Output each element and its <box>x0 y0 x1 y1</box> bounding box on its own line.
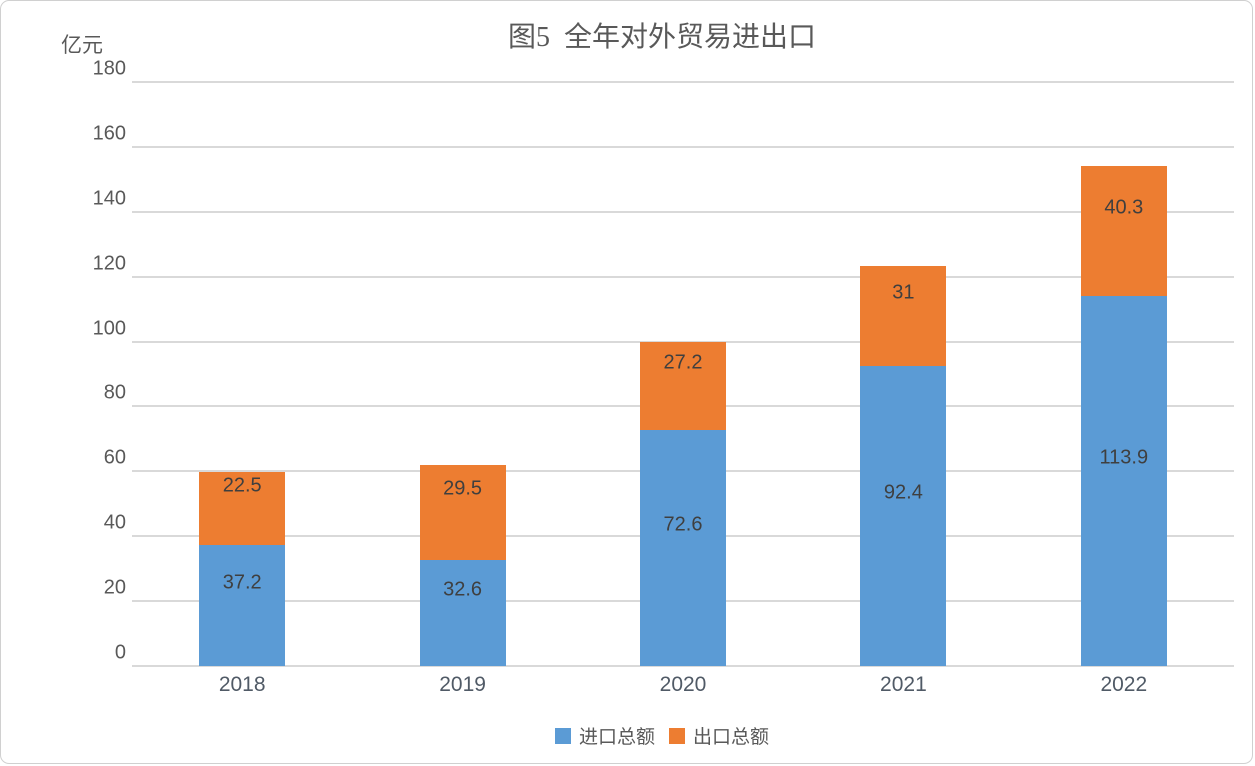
gridline <box>132 145 1234 148</box>
y-axis-unit-label: 亿元 <box>61 33 103 57</box>
x-tick-label: 2018 <box>218 673 266 696</box>
gridline <box>132 210 1234 213</box>
bar-segment <box>860 366 947 666</box>
bar-segment <box>1080 165 1167 297</box>
bar-value-label: 27.2 <box>663 351 703 374</box>
plot-area: 37.2 22.5 32.6 29.5 72.6 27.2 92.4 31 113.9 40.3 <box>132 81 1234 667</box>
legend: 进口总额 出口总额 <box>132 722 1192 749</box>
gridline <box>132 340 1234 343</box>
bar-segment <box>640 342 726 431</box>
y-axis: 0 20 40 60 80 100 120 140 160 180 <box>1 58 126 666</box>
x-tick-label: 2021 <box>880 673 927 696</box>
x-tick-label: 2019 <box>439 673 486 696</box>
y-tick-label: 180 <box>92 57 126 80</box>
y-tick-label: 40 <box>103 511 126 534</box>
bar-group: 113.9 40.3 <box>1080 82 1167 666</box>
bar-group: 37.2 22.5 <box>199 82 286 666</box>
bar-value-label: 40.3 <box>1104 196 1144 219</box>
bar-group: 92.4 31 <box>860 82 947 666</box>
y-tick-label: 60 <box>103 446 126 469</box>
bar-segment <box>1080 296 1167 666</box>
bar-value-label: 92.4 <box>883 481 923 504</box>
y-tick-label: 100 <box>92 317 126 340</box>
bar-segment <box>199 472 286 546</box>
bar-segment <box>419 464 506 561</box>
x-axis: 2018 2019 2020 2021 2022 <box>132 673 1234 705</box>
legend-item: 进口总额 <box>554 722 655 749</box>
y-tick-label: 120 <box>92 252 126 275</box>
x-tick-label: 2020 <box>659 673 707 696</box>
legend-label: 出口总额 <box>693 727 770 748</box>
bar-segment <box>640 430 726 666</box>
bar-value-label: 37.2 <box>222 571 262 594</box>
legend-swatch-icon <box>554 727 571 744</box>
legend-item: 出口总额 <box>669 722 769 749</box>
bar-value-label: 29.5 <box>443 477 483 500</box>
legend-label: 进口总额 <box>578 727 655 748</box>
bar-value-label: 72.6 <box>663 513 703 536</box>
bar-segment <box>419 560 506 666</box>
chart-title: 图5 全年对外贸易进出口 <box>507 22 816 53</box>
gridline <box>132 275 1234 278</box>
bar-value-label: 32.6 <box>443 578 483 601</box>
bar-segment <box>860 265 947 367</box>
bar-value-label: 31 <box>892 281 915 304</box>
bar-value-label: 22.5 <box>222 474 262 497</box>
gridline <box>132 81 1234 83</box>
x-tick-label: 2022 <box>1100 673 1148 696</box>
bar-group: 32.6 29.5 <box>419 82 506 666</box>
y-tick-label: 0 <box>114 641 126 664</box>
gridline <box>132 665 1234 667</box>
y-tick-label: 160 <box>92 122 126 145</box>
y-tick-label: 140 <box>92 187 126 210</box>
bar-segment <box>199 545 286 666</box>
legend-swatch-icon <box>669 727 685 744</box>
bar-group: 72.6 27.2 <box>640 82 726 666</box>
bar-value-label: 113.9 <box>1099 446 1149 469</box>
y-tick-label: 20 <box>103 576 126 599</box>
y-tick-label: 80 <box>103 381 126 404</box>
